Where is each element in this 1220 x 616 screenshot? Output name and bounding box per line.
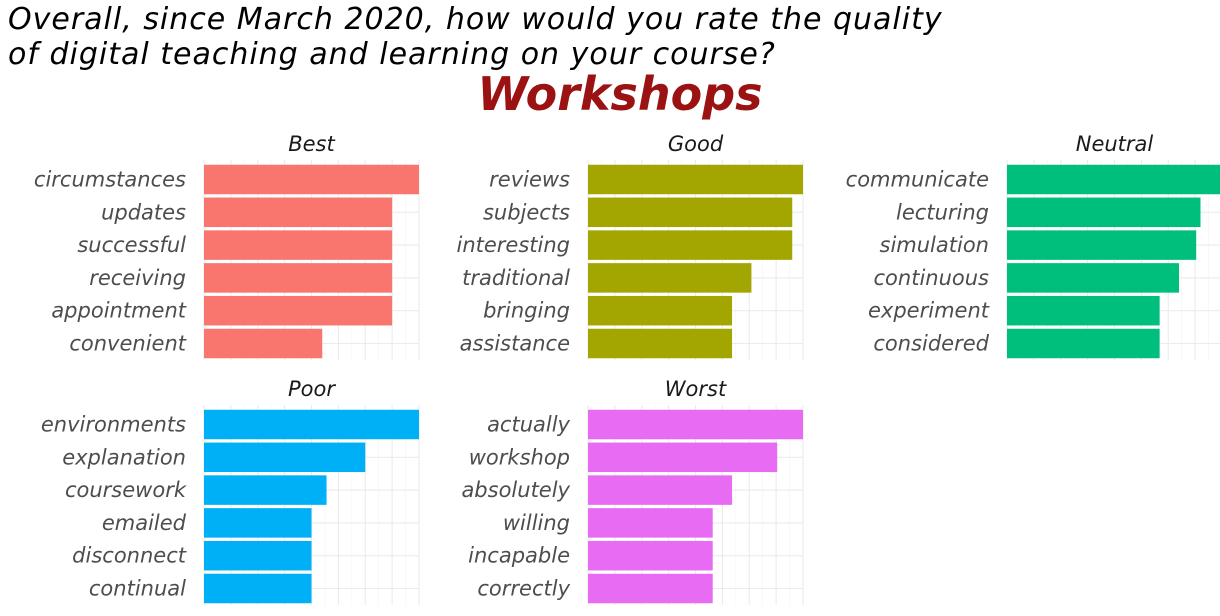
bar-good-traditional: [588, 263, 752, 293]
bar-best-updates: [204, 197, 393, 228]
bar-good-bringing: [588, 295, 733, 326]
tick-label-absolutely: absolutely: [461, 478, 570, 502]
bar-best-successful: [204, 230, 393, 260]
bar-worst-absolutely: [588, 475, 733, 505]
chart-title: Overall, since March 2020, how would you…: [8, 2, 943, 72]
bar-neutral-communicate: [1007, 164, 1220, 195]
tick-label-interesting: interesting: [456, 233, 570, 257]
bar-good-subjects: [588, 197, 793, 228]
chart-title-line-1: Overall, since March 2020, how would you…: [8, 2, 943, 37]
bar-poor-emailed: [204, 508, 312, 538]
bar-worst-actually: [588, 409, 803, 440]
tick-label-updates: updates: [101, 200, 186, 224]
facet-label-best: Best: [288, 132, 335, 156]
bar-neutral-considered: [1007, 328, 1160, 359]
bar-best-receiving: [204, 263, 393, 293]
tick-label-assistance: assistance: [460, 332, 570, 356]
facet-label-neutral: Neutral: [1076, 132, 1154, 156]
tick-label-successful: successful: [77, 233, 186, 257]
tick-label-simulation: simulation: [880, 233, 989, 257]
facet-label-good: Good: [668, 132, 724, 156]
bar-good-reviews: [588, 164, 803, 195]
facet-label-poor: Poor: [288, 377, 336, 401]
tick-label-emailed: emailed: [102, 511, 187, 535]
bar-worst-incapable: [588, 540, 713, 571]
tick-label-actually: actually: [487, 413, 570, 437]
chart-title-line-2: of digital teaching and learning on your…: [8, 37, 776, 72]
bar-poor-disconnect: [204, 540, 312, 571]
bar-neutral-continuous: [1007, 263, 1179, 293]
tick-label-continuous: continuous: [874, 266, 990, 290]
bar-worst-correctly: [588, 573, 713, 604]
bar-worst-workshop: [588, 442, 778, 473]
tick-label-willing: willing: [503, 511, 570, 535]
tick-label-appointment: appointment: [51, 299, 186, 323]
tick-label-explanation: explanation: [62, 445, 186, 469]
bar-best-convenient: [204, 328, 323, 359]
bar-good-interesting: [588, 230, 793, 260]
tick-label-bringing: bringing: [483, 299, 570, 323]
tick-label-traditional: traditional: [462, 266, 570, 290]
bar-best-appointment: [204, 295, 393, 326]
tick-label-workshop: workshop: [469, 445, 570, 469]
bar-good-assistance: [588, 328, 733, 359]
tick-label-incapable: incapable: [468, 544, 570, 568]
tick-label-lecturing: lecturing: [896, 200, 989, 224]
bar-neutral-experiment: [1007, 295, 1160, 326]
bar-poor-environments: [204, 409, 419, 440]
tick-label-communicate: communicate: [846, 168, 989, 192]
tick-label-disconnect: disconnect: [72, 544, 187, 568]
facet-neutral: Neutral communicate lecturing simulation con…: [846, 132, 1220, 360]
tick-label-receiving: receiving: [89, 266, 186, 290]
tick-label-subjects: subjects: [483, 200, 570, 224]
tick-label-continual: continual: [89, 577, 186, 601]
bar-poor-continual: [204, 573, 312, 604]
tick-label-circumstances: circumstances: [34, 168, 186, 192]
bar-best-circumstances: [204, 164, 419, 195]
facet-worst: Worst actually workshop absolutely willing in…: [461, 377, 804, 605]
facet-best: Best circumstances updates successful receiv…: [34, 132, 420, 360]
bar-neutral-simulation: [1007, 230, 1197, 260]
facet-label-worst: Worst: [665, 377, 727, 401]
tick-label-coursework: coursework: [65, 478, 187, 502]
tick-label-correctly: correctly: [477, 577, 570, 601]
bar-poor-coursework: [204, 475, 327, 505]
facet-poor: Poor environments explanation coursework ema…: [41, 377, 420, 605]
tick-label-environments: environments: [41, 413, 186, 437]
facet-good: Good reviews subjects interesting traditiona…: [456, 132, 804, 360]
tick-label-considered: considered: [873, 332, 989, 356]
tick-label-convenient: convenient: [69, 332, 186, 356]
tick-label-experiment: experiment: [868, 299, 990, 323]
bar-worst-willing: [588, 508, 713, 538]
bar-poor-explanation: [204, 442, 366, 473]
tick-label-reviews: reviews: [489, 168, 570, 192]
bar-neutral-lecturing: [1007, 197, 1201, 228]
chart-subtitle: Workshops: [477, 67, 763, 121]
